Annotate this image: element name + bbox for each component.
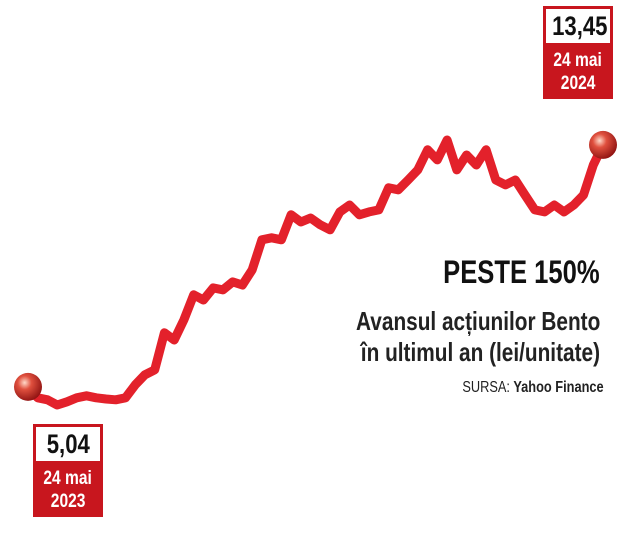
endpoint-marker xyxy=(589,130,617,159)
title: PESTE 150% xyxy=(443,254,600,290)
end-box: 13,45 24 mai 2024 xyxy=(543,6,613,99)
start-year: 2023 xyxy=(50,491,86,512)
endpoint-marker xyxy=(14,372,42,401)
end-day: 24 mai xyxy=(553,50,603,71)
subtitle: în ultimul an (lei/unitate) xyxy=(360,337,600,367)
source-name: Yahoo Finance xyxy=(513,379,604,396)
start-day: 24 mai xyxy=(43,468,93,489)
price-line xyxy=(23,135,608,410)
source-label: SURSA: xyxy=(462,379,511,396)
subtitle: Avansul acțiunilor Bento xyxy=(355,306,600,336)
end-year: 2024 xyxy=(560,73,596,94)
start-box: 5,04 24 mai 2023 xyxy=(33,424,103,517)
source: SURSA: Yahoo Finance xyxy=(463,379,604,397)
end-value: 13,45 xyxy=(552,11,608,41)
start-value: 5,04 xyxy=(46,429,90,459)
